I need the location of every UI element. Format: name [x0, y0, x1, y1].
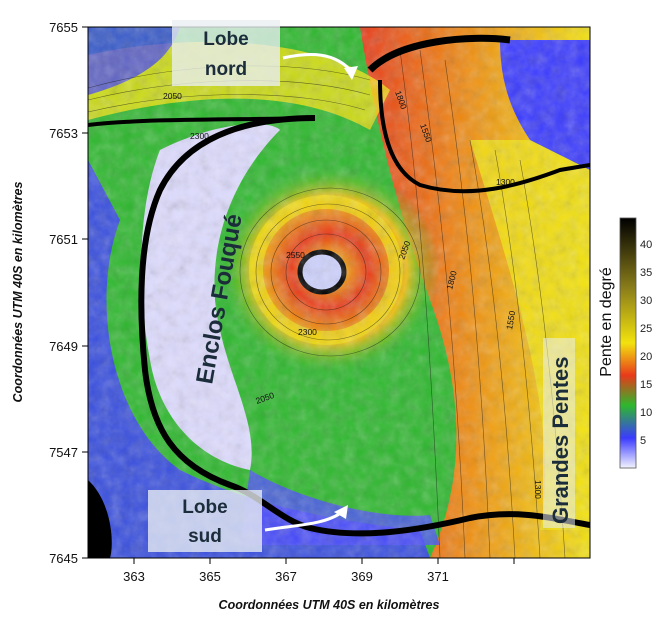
contour-label: 1800 [444, 269, 459, 290]
colorbar-tick: 40 [640, 239, 652, 251]
enclos-rim [138, 115, 590, 537]
x-tick-label: 369 [351, 569, 373, 584]
colorbar-tick: 15 [640, 379, 652, 391]
y-axis: 7655 7653 7651 7649 7547 7645 Coordonnée… [11, 20, 88, 566]
lobe-sud-label: Lobe sud [148, 490, 348, 552]
contour-label: 2300 [190, 131, 209, 141]
lobe-nord-label: Lobe nord [172, 20, 358, 86]
lobe-sud-line1: Lobe [182, 497, 227, 518]
y-tick-label: 7651 [49, 232, 78, 247]
svg-text:Grandes Pentes: Grandes Pentes [548, 356, 573, 524]
colorbar-tick: 10 [640, 407, 652, 419]
colorbar-tick: 25 [640, 323, 652, 335]
colorbar-tick: 35 [640, 267, 652, 279]
contour-label: 1300 [496, 177, 515, 187]
y-tick-label: 7547 [49, 445, 78, 460]
x-tick-label: 363 [123, 569, 145, 584]
colorbar-tick: 20 [640, 351, 652, 363]
lobe-nord-line1: Lobe [203, 29, 248, 50]
map-plot-area [88, 27, 590, 558]
y-tick-label: 7655 [49, 20, 78, 35]
contour-label: 2300 [298, 327, 317, 337]
x-tick-label: 365 [199, 569, 221, 584]
arrow-head-icon [344, 66, 358, 80]
colorbar-tick: 5 [640, 435, 646, 447]
x-axis-title: Coordonnées UTM 40S en kilomètres [219, 598, 440, 612]
lobe-sud-line2: sud [188, 526, 222, 547]
grandes-pentes-label: Grandes Pentes [543, 338, 575, 528]
plot-frame [87, 26, 591, 559]
colorbar-tick: 30 [640, 295, 652, 307]
colorbar-gradient [619, 217, 637, 469]
contour-label: 2550 [286, 250, 305, 260]
arrow-head-icon [334, 505, 348, 519]
lobe-nord-line2: nord [205, 59, 247, 80]
contour-label: 2050 [163, 91, 182, 101]
colorbar-title: Pente en degré [598, 267, 615, 377]
y-tick-label: 7649 [49, 339, 78, 354]
colorbar: Pente en degré 40 35 30 25 20 15 10 5 [598, 217, 652, 469]
x-tick-label: 371 [427, 569, 449, 584]
x-tick-label: 367 [275, 569, 297, 584]
y-tick-label: 7645 [49, 551, 78, 566]
contour-label: 1300 [533, 480, 543, 499]
contour-label: 1550 [504, 310, 517, 331]
x-axis: 363 365 367 369 371 Coordonnées UTM 40S … [123, 558, 515, 612]
y-tick-label: 7653 [49, 126, 78, 141]
y-axis-title: Coordonnées UTM 40S en kilomètres [11, 182, 25, 403]
